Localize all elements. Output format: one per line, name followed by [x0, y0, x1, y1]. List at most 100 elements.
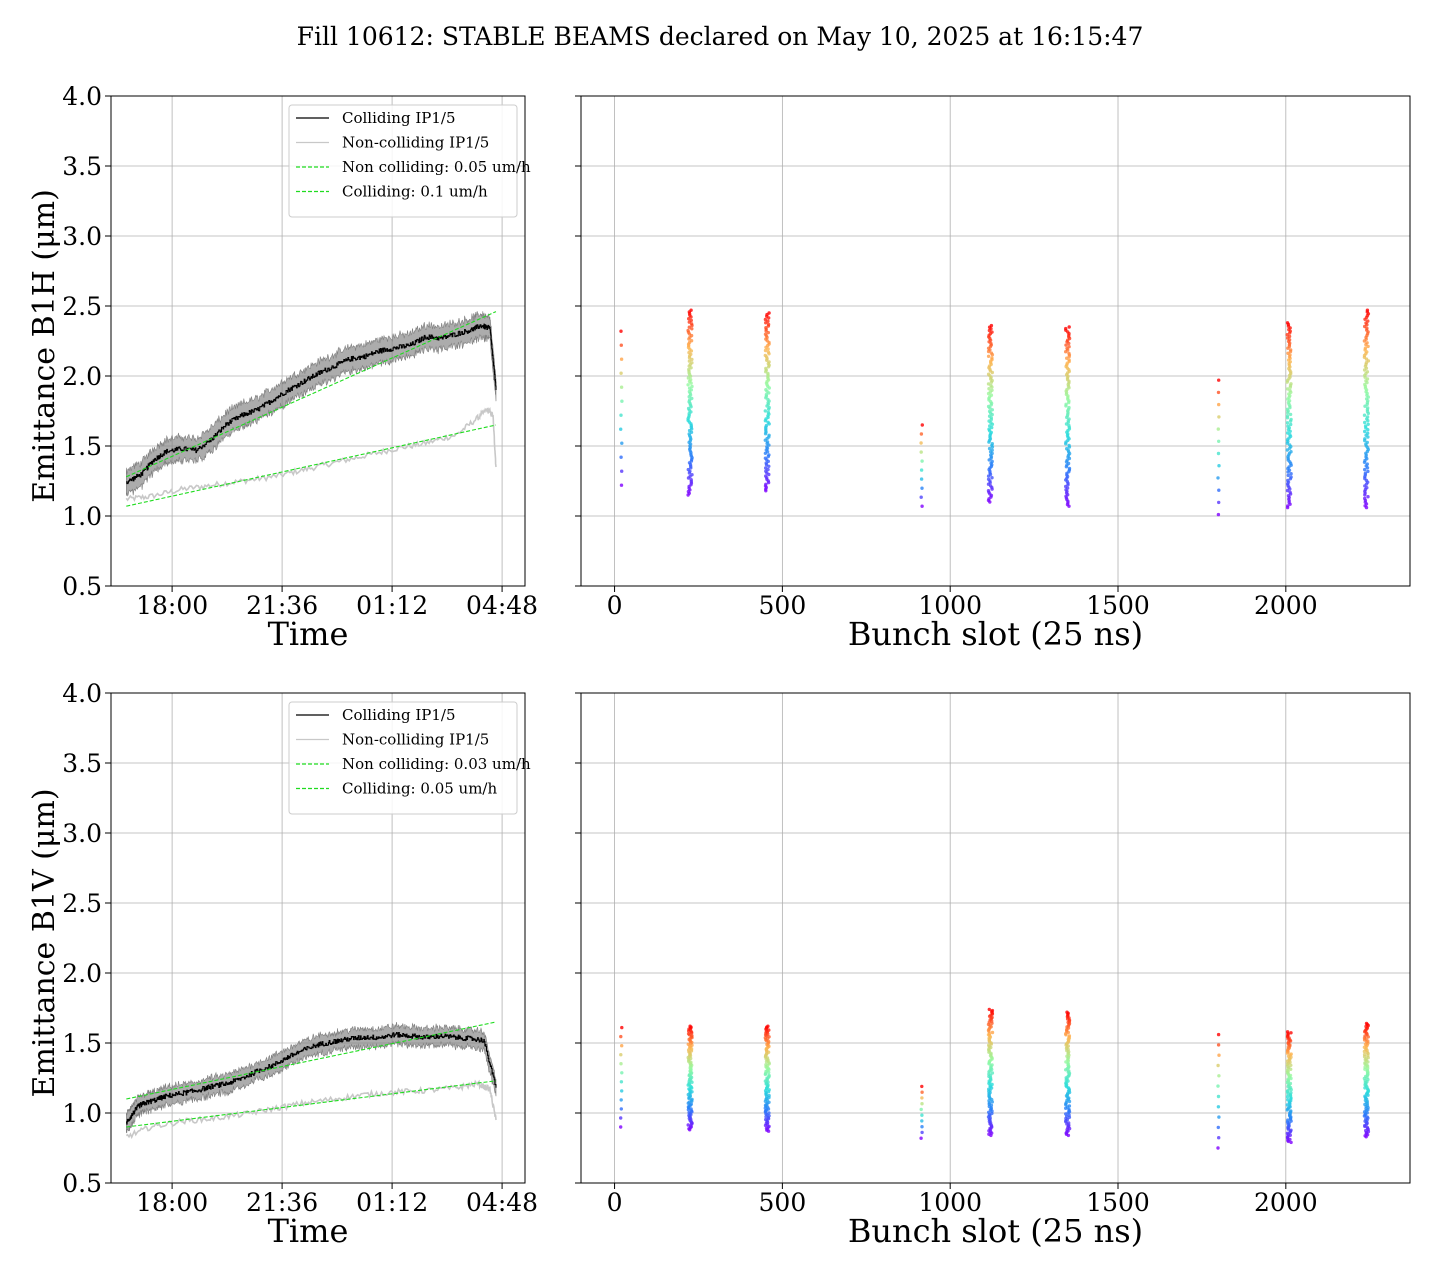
- scatter-point: [1285, 387, 1290, 391]
- scatter-point: [620, 1025, 624, 1030]
- bunch-train-cluster: [1064, 325, 1072, 508]
- scatter-point: [767, 453, 771, 457]
- scatter-point: [1288, 443, 1292, 447]
- scatter-point: [1366, 422, 1370, 426]
- scatter-point: [920, 1119, 924, 1123]
- series-fit-line: [126, 1021, 497, 1100]
- bunch-train-cluster: [763, 1024, 771, 1133]
- y-tick-label: 3.0: [62, 222, 102, 251]
- scatter-point: [990, 442, 994, 446]
- scatter-point: [619, 1098, 623, 1102]
- scatter-point: [990, 408, 994, 412]
- scatter-point: [764, 366, 768, 371]
- scatter-point: [1067, 345, 1071, 349]
- scatter-point: [687, 325, 691, 329]
- scatter-point: [1067, 405, 1071, 410]
- bunch-train-cluster: [686, 1024, 694, 1132]
- scatter-point: [1216, 1125, 1221, 1130]
- scatter-point: [764, 423, 769, 428]
- scatter-point: [920, 486, 924, 490]
- scatter-point: [763, 409, 767, 413]
- y-tick-label: 2.0: [62, 362, 102, 391]
- scatter-point: [686, 328, 690, 333]
- scatter-point: [689, 478, 693, 482]
- scatter-point: [1365, 308, 1370, 312]
- y-tick-label: 1.5: [62, 1029, 102, 1058]
- bunch-train-cluster: [1285, 321, 1293, 510]
- scatter-point: [619, 413, 623, 417]
- scatter-point: [619, 385, 624, 389]
- scatter-point: [687, 1111, 691, 1115]
- series-line-non-colliding: [125, 1079, 497, 1140]
- bunch-train-cluster: [919, 423, 924, 508]
- scatter-point: [690, 384, 694, 389]
- scatter-point: [990, 1008, 995, 1013]
- scatter-point: [989, 323, 994, 328]
- x-tick-label: 0: [607, 591, 623, 620]
- scatter-point: [1285, 448, 1290, 452]
- scatter-point: [986, 489, 991, 493]
- scatter-point: [1363, 437, 1367, 441]
- scatter-point: [767, 1093, 771, 1098]
- scatter-point: [763, 332, 768, 336]
- scatter-point: [1286, 478, 1290, 483]
- y-tick-label: 0.5: [62, 1169, 102, 1198]
- scatter-point: [763, 456, 768, 460]
- panel-b1v-time: 18:00 21:36 01:12 04:48 0.5 1.0 1.5 2.0 2.5 3.0 3.…: [27, 679, 538, 1250]
- series-fit-line: [126, 424, 497, 507]
- scatter-point: [689, 308, 693, 312]
- x-tick-label: 21:36: [246, 1188, 318, 1217]
- scatter-point: [767, 1073, 771, 1078]
- scatter-point: [1285, 1131, 1290, 1136]
- scatter-point: [1363, 429, 1367, 434]
- scatter-point: [1067, 1034, 1072, 1038]
- x-axis-label: Bunch slot (25 ns): [848, 615, 1143, 653]
- scatter-point: [987, 1087, 991, 1091]
- scatter-point: [986, 404, 991, 409]
- legend-entry: Non colliding: 0.03 um/h: [342, 755, 531, 773]
- scatter-point: [919, 477, 924, 481]
- y-tick-label: 3.5: [62, 749, 102, 778]
- scatter-point: [619, 1107, 623, 1111]
- scatter-point: [763, 353, 767, 358]
- scatter-point: [1286, 473, 1290, 478]
- scatter-point: [619, 1116, 623, 1120]
- scatter-point: [764, 466, 768, 470]
- scatter-point: [1067, 358, 1071, 362]
- scatter-point: [619, 1062, 623, 1066]
- scatter-point: [989, 383, 993, 388]
- scatter-point: [1216, 390, 1221, 395]
- scatter-point: [920, 1130, 924, 1135]
- scatter-point: [920, 423, 924, 427]
- scatter-point: [990, 356, 994, 360]
- scatter-point: [690, 357, 694, 362]
- scatter-point: [619, 427, 623, 431]
- scatter-point: [1289, 417, 1293, 422]
- legend-entry: Colliding: 0.1 um/h: [342, 183, 488, 201]
- scatter-point: [1289, 450, 1293, 454]
- x-tick-label: 2000: [1254, 1188, 1318, 1217]
- scatter-point: [1363, 467, 1367, 472]
- scatter-point: [690, 1097, 694, 1102]
- scatter-point: [1217, 1053, 1221, 1057]
- scatter-point: [686, 1123, 690, 1127]
- scatter-point: [986, 382, 991, 386]
- scatter-point: [1067, 351, 1071, 355]
- scatter-point: [767, 433, 771, 437]
- scatter-point: [619, 1053, 623, 1057]
- scatter-point: [619, 1034, 623, 1039]
- y-axis-label: Emittance B1V (μm): [27, 788, 62, 1097]
- scatter-point: [989, 393, 994, 397]
- scatter-point: [1287, 334, 1292, 339]
- y-tick-label: 4.0: [62, 82, 102, 111]
- scatter-point: [1289, 1052, 1293, 1056]
- scatter-point: [920, 1084, 924, 1089]
- scatter-point: [619, 1080, 624, 1084]
- y-tick-label: 2.5: [62, 889, 102, 918]
- y-tick-label: 1.0: [62, 1099, 102, 1128]
- scatter-point: [1365, 370, 1370, 374]
- scatter-point: [1064, 343, 1068, 347]
- scatter-point: [990, 1071, 995, 1075]
- series-line-colliding: [126, 323, 497, 485]
- legend-entry: Colliding IP1/5: [342, 109, 456, 127]
